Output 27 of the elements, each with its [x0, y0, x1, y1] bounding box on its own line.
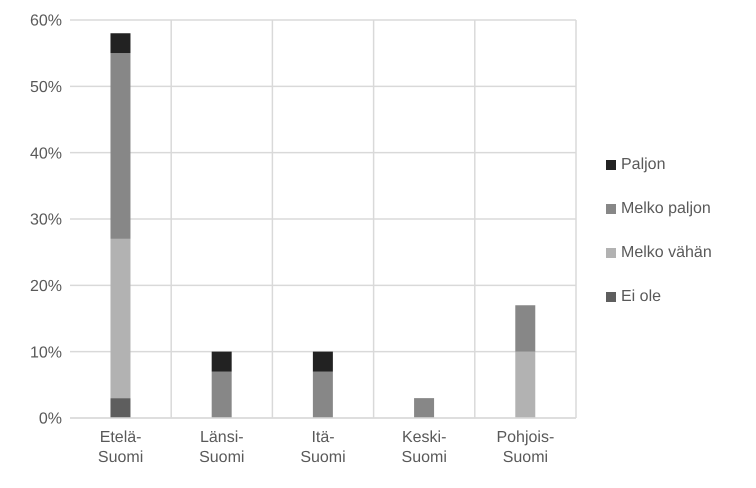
bar	[515, 305, 536, 352]
legend-label: Ei ole	[621, 288, 662, 306]
bar	[414, 398, 434, 418]
bar	[110, 398, 130, 418]
bar	[110, 53, 130, 239]
y-tick-label: 20%	[30, 278, 62, 296]
x-tick-label: Pohjois-Suomi	[496, 429, 554, 466]
bar	[110, 238, 130, 398]
x-tick-label: Itä-Suomi	[300, 429, 346, 466]
bar	[110, 33, 130, 54]
x-tick-label: Keski-Suomi	[402, 429, 447, 466]
y-tick-label: 30%	[30, 212, 62, 229]
legend-label: Melko paljon	[621, 200, 711, 218]
y-tick-label: 10%	[30, 344, 62, 362]
y-tick-label: 60%	[30, 12, 62, 30]
legend-label: Paljon	[621, 156, 666, 174]
x-tick-label: Etelä-Suomi	[98, 429, 144, 466]
bar	[312, 352, 333, 372]
y-tick-label: 0%	[38, 410, 62, 428]
y-tick-label: 50%	[30, 79, 62, 96]
bar	[212, 372, 232, 418]
bar	[312, 372, 333, 418]
bar	[515, 352, 536, 418]
bar	[212, 352, 232, 372]
y-tick-label: 40%	[30, 145, 62, 162]
x-tick-label: Länsi-Suomi	[199, 429, 244, 466]
legend-label: Melko vähän	[621, 244, 712, 262]
